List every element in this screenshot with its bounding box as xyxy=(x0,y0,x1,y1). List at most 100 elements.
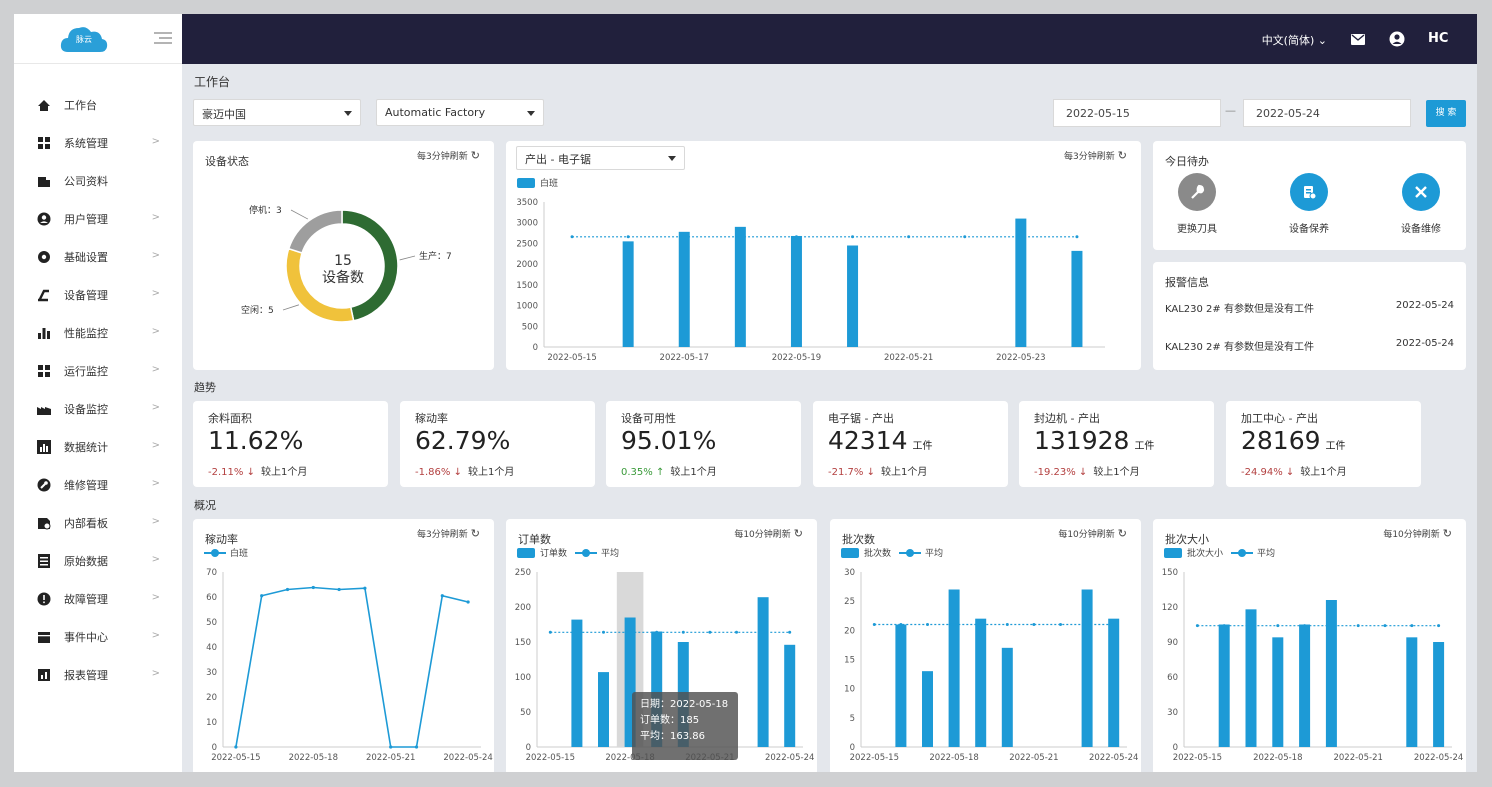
kpi-card[interactable]: 稼动率 62.79% -1.86% ↓ 较上1个月 xyxy=(400,401,595,487)
gear-icon xyxy=(36,249,52,265)
todo-maintenance[interactable]: 设备保养 xyxy=(1269,173,1349,235)
legend-label: 平均 xyxy=(601,549,620,559)
kpi-delta: -24.94% xyxy=(1241,467,1283,478)
sidebar-item[interactable]: 公司资料 xyxy=(14,162,182,200)
date-from-input[interactable]: 2022-05-15 xyxy=(1053,99,1221,127)
x-tick-label: 2022-05-21 xyxy=(1333,753,1382,763)
alarm-item[interactable]: KAL230 2# 有参数但是没有工件 xyxy=(1165,342,1314,353)
kpi-card[interactable]: 封边机 - 产出 131928 工件 -19.23% ↓ 较上1个月 xyxy=(1019,401,1214,487)
todo-label: 更换刀具 xyxy=(1177,224,1217,235)
kpi-card[interactable]: 电子锯 - 产出 42314 工件 -21.7% ↓ 较上1个月 xyxy=(813,401,1008,487)
sidebar-item[interactable]: 报表管理 > xyxy=(14,656,182,694)
legend-day-shift[interactable]: 白班 xyxy=(517,176,558,189)
bar xyxy=(1272,637,1284,747)
sidebar-item-label: 运行监控 xyxy=(64,365,108,378)
batches-legend[interactable]: 批次数 平均 xyxy=(841,546,943,559)
x-tick-label: 2022-05-24 xyxy=(1414,753,1463,763)
sidebar-item[interactable]: 维修管理 > xyxy=(14,466,182,504)
average-point xyxy=(1032,623,1036,626)
kpi-value: 62.79% xyxy=(415,426,511,455)
bar xyxy=(1433,642,1445,747)
kpi-card[interactable]: 设备可用性 95.01% 0.35% ↑ 较上1个月 xyxy=(606,401,801,487)
sidebar-item[interactable]: 设备监控 > xyxy=(14,390,182,428)
average-point xyxy=(1222,624,1226,628)
refresh-icon[interactable]: ↻ xyxy=(470,527,480,540)
kpi-unit: 工件 xyxy=(912,441,933,452)
refresh-icon[interactable]: ↻ xyxy=(1442,527,1452,540)
orders-legend[interactable]: 订单数 平均 xyxy=(517,546,619,559)
chart-tooltip: 日期：2022-05-18 订单数：185 平均：163.86 xyxy=(632,692,738,760)
refresh-icon[interactable]: ↻ xyxy=(1117,149,1127,162)
sidebar-item[interactable]: 运行监控 > xyxy=(14,352,182,390)
brand-icon[interactable]: HC xyxy=(1428,30,1449,48)
kpi-delta-wrap: -24.94% ↓ 较上1个月 xyxy=(1241,463,1347,478)
chevron-right-icon: > xyxy=(151,668,160,679)
factory-select[interactable]: Automatic Factory xyxy=(376,99,544,126)
slice-label: 生产：7 xyxy=(419,250,452,262)
sidebar-item[interactable]: 事件中心 > xyxy=(14,618,182,656)
y-tick-label: 2500 xyxy=(516,239,538,249)
kpi-value: 95.01% xyxy=(621,426,717,455)
brand-text: HC xyxy=(1428,31,1449,46)
refresh-icon[interactable]: ↻ xyxy=(793,527,803,540)
y-tick-label: 25 xyxy=(844,597,855,607)
sidebar-item[interactable]: 系统管理 > xyxy=(14,124,182,162)
sidebar-item[interactable]: 基础设置 > xyxy=(14,238,182,276)
average-point xyxy=(851,235,855,239)
tooltip-orders: 订单数：185 xyxy=(640,715,700,726)
legend-swatch xyxy=(517,547,535,558)
company-select[interactable]: 豪迈中国 xyxy=(193,99,361,126)
average-point xyxy=(626,235,630,239)
y-tick-label: 0 xyxy=(526,743,531,753)
mail-icon[interactable] xyxy=(1349,30,1367,48)
refresh-icon[interactable]: ↻ xyxy=(1117,527,1127,540)
slice-label: 停机：3 xyxy=(249,204,282,216)
menu-collapse-icon[interactable] xyxy=(152,30,174,46)
legend-day-shift[interactable]: 白班 xyxy=(204,546,248,559)
data-point xyxy=(414,745,419,749)
refresh-icon[interactable]: ↻ xyxy=(470,149,480,162)
todo-repair[interactable]: 设备维修 xyxy=(1381,173,1461,235)
kpi-title: 封边机 - 产出 xyxy=(1034,412,1100,425)
kpi-value: 11.62% xyxy=(208,426,304,455)
kpi-card[interactable]: 加工中心 - 产出 28169 工件 -24.94% ↓ 较上1个月 xyxy=(1226,401,1421,487)
caret-down-icon xyxy=(527,111,535,116)
sidebar-item[interactable]: 用户管理 > xyxy=(14,200,182,238)
y-tick-label: 20 xyxy=(844,626,855,636)
sidebar-item[interactable]: 数据统计 > xyxy=(14,428,182,466)
date-to-input[interactable]: 2022-05-24 xyxy=(1243,99,1411,127)
language-selector[interactable]: 中文(简体) ⌄ xyxy=(1262,32,1327,48)
y-tick-label: 150 xyxy=(515,638,531,648)
kpi-delta: 0.35% xyxy=(621,467,653,478)
bar xyxy=(1015,218,1027,347)
bar xyxy=(651,631,663,747)
bar xyxy=(1406,637,1418,747)
refresh-label: 每10分钟刷新 xyxy=(1383,530,1440,540)
x-tick-label: 2022-05-23 xyxy=(996,353,1045,363)
batch-size-legend[interactable]: 批次大小 平均 xyxy=(1164,546,1275,559)
x-tick-label: 2022-05-18 xyxy=(605,753,654,763)
average-point xyxy=(1059,623,1062,626)
label-line xyxy=(282,304,300,311)
kpi-card[interactable]: 余料面积 11.62% -2.11% ↓ 较上1个月 xyxy=(193,401,388,487)
sidebar-item[interactable]: 工作台 xyxy=(14,86,182,124)
data-point xyxy=(389,745,393,749)
search-button[interactable]: 搜 索 xyxy=(1426,100,1466,127)
average-point xyxy=(735,630,738,634)
user-icon[interactable] xyxy=(1388,30,1406,48)
sidebar-item[interactable]: 故障管理 > xyxy=(14,580,182,618)
refresh-info: 每10分钟刷新 ↻ xyxy=(1383,527,1452,540)
sidebar-item[interactable]: 性能监控 > xyxy=(14,314,182,352)
kpi-delta: -1.86% xyxy=(415,467,451,478)
sidebar-item[interactable]: 内部看板 > xyxy=(14,504,182,542)
cloud-logo-icon[interactable]: 脉云 xyxy=(58,22,110,56)
sidebar-item[interactable]: 设备管理 > xyxy=(14,276,182,314)
kpi-title: 加工中心 - 产出 xyxy=(1241,412,1318,425)
sidebar-item[interactable]: 原始数据 > xyxy=(14,542,182,580)
todo-replace-tool[interactable]: 更换刀具 xyxy=(1157,173,1237,235)
alarm-item[interactable]: KAL230 2# 有参数但是没有工件 xyxy=(1165,304,1314,315)
batch-size-card: 批次大小 每10分钟刷新 ↻ 批次大小 平均 0 30 60 90 120 150 2022-0… xyxy=(1153,519,1466,772)
y-tick-label: 70 xyxy=(206,568,217,578)
tooltip-date: 日期：2022-05-18 xyxy=(640,699,729,710)
output-type-select[interactable]: 产出 - 电子锯 xyxy=(516,146,685,170)
